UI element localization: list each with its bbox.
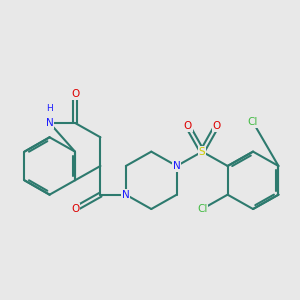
Text: Cl: Cl	[197, 204, 207, 214]
Text: H: H	[46, 104, 53, 113]
Text: O: O	[71, 89, 79, 99]
Text: Cl: Cl	[248, 117, 258, 127]
Text: O: O	[71, 204, 79, 214]
Text: O: O	[212, 121, 220, 131]
Text: O: O	[184, 121, 192, 131]
Text: S: S	[199, 147, 206, 157]
Text: N: N	[46, 118, 53, 128]
Text: N: N	[173, 161, 181, 171]
Text: N: N	[122, 190, 130, 200]
